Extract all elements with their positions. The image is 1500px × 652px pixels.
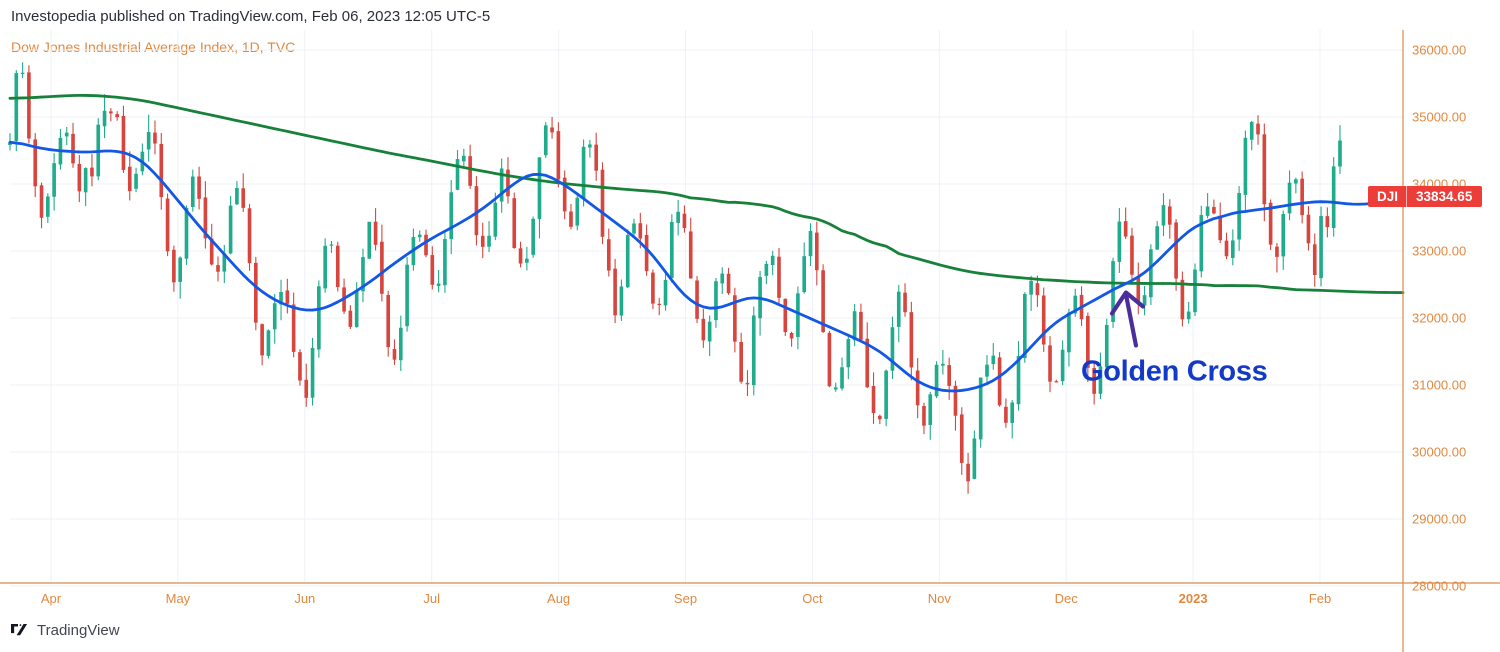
svg-text:Golden Cross: Golden Cross bbox=[1081, 356, 1268, 388]
